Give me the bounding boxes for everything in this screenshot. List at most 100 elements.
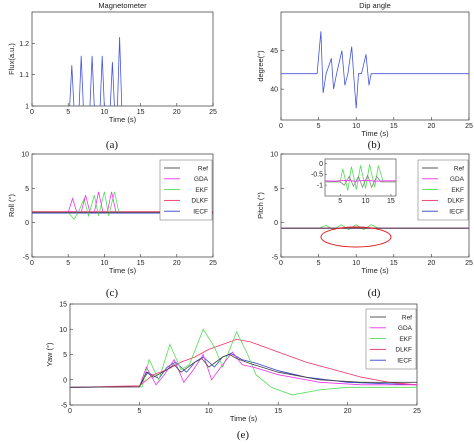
x-tick-label: 0 [279, 260, 283, 267]
x-tick-label: 20 [173, 260, 181, 267]
x-tick-label: 10 [352, 260, 360, 267]
chart-title: Magnetometer [98, 1, 147, 10]
legend-label: Ref [402, 314, 412, 321]
y-tick-label: 15 [59, 302, 67, 309]
chart-b: 0 5 10 15 20 25 40 45 Time (s) degree(°) Dip angle… [256, 1, 473, 151]
plot-area-e [69, 303, 418, 406]
y-tick-label: 5 [274, 186, 278, 193]
y-tick-label: -5 [272, 255, 278, 262]
x-tick-label: 20 [173, 109, 181, 116]
y-tick-label: -5 [23, 255, 29, 262]
x-tick-label: 25 [465, 123, 473, 130]
y-tick-label: 5 [63, 352, 67, 359]
series-line-iecf [70, 353, 417, 388]
y-tick-label: 0 [63, 377, 67, 384]
x-tick-label: 5 [66, 260, 70, 267]
x-tick-label: 5 [317, 260, 321, 267]
series-line-ref [70, 354, 417, 388]
chart-a: 0 5 10 15 20 25 1 1.1 1.2 Time (s) Flux(a.u.) Magne… [7, 1, 217, 151]
series-line-b [281, 31, 469, 109]
x-tick-label: 25 [413, 408, 421, 415]
x-tick-label: 20 [344, 408, 352, 415]
inset-series-line [325, 174, 396, 189]
x-tick-label: 15 [390, 123, 398, 130]
inset-x-tick-label: 15 [387, 198, 395, 205]
y-tick-label: -5 [61, 403, 67, 410]
series-group [281, 31, 469, 109]
series-line-ekf [70, 328, 417, 396]
x-tick-label: 10 [101, 260, 109, 267]
y-axis-label: Roll (°) [7, 193, 16, 217]
plot-area-b [280, 11, 470, 121]
inset-frame [324, 158, 397, 197]
highlight-ellipse [320, 226, 392, 248]
inset-x-tick-label: 5 [338, 198, 342, 205]
y-tick-label: 0 [25, 220, 29, 227]
legend-label: IECF [449, 209, 464, 216]
x-tick-label: 0 [279, 123, 283, 130]
x-tick-label: 15 [390, 260, 398, 267]
inset-y-tick-label: -1 [317, 183, 323, 190]
series-group [69, 37, 123, 106]
subfigure-caption: (c) [106, 287, 119, 299]
series-line-a [69, 37, 123, 106]
x-tick-label: 15 [137, 109, 145, 116]
legend-label: DLKF [395, 347, 412, 354]
subfigure-caption: (d) [368, 287, 381, 299]
y-axis-label: degree(°) [256, 50, 265, 82]
legend-label: DLKF [447, 198, 464, 205]
y-tick-label: 10 [59, 327, 67, 334]
legend-label: DLKF [191, 198, 208, 205]
x-tick-label: 15 [137, 260, 145, 267]
x-tick-label: 10 [101, 109, 109, 116]
x-tick-label: 5 [66, 109, 70, 116]
y-tick-label: 1.1 [19, 72, 29, 79]
legend: Ref GDA EKF DLKF IECF [417, 159, 469, 221]
x-axis-label: Time (s) [361, 129, 389, 138]
series-group [70, 328, 417, 396]
series-line-dlkf [70, 338, 417, 388]
legend-label: Ref [454, 165, 464, 172]
x-tick-label: 5 [317, 123, 321, 130]
x-tick-label: 10 [205, 408, 213, 415]
y-tick-label: 10 [270, 152, 278, 159]
x-axis-label: Time (s) [361, 266, 389, 275]
x-tick-label: 20 [428, 123, 436, 130]
legend-label: IECF [193, 209, 208, 216]
inset-plot: 5 10 15 0 -0.5 -1 [311, 158, 397, 205]
subfigure-caption: (e) [237, 429, 250, 441]
legend: Ref GDA EKF DLKF IECF [159, 159, 213, 221]
subfigure-caption: (a) [106, 139, 119, 151]
y-tick-label: 1.2 [19, 41, 29, 48]
legend-label: Ref [198, 165, 208, 172]
y-tick-label: 45 [270, 48, 278, 55]
x-tick-label: 0 [30, 109, 34, 116]
y-tick-label: 1 [25, 104, 29, 111]
y-tick-label: 5 [25, 186, 29, 193]
inset-x-tick-label: 10 [362, 198, 370, 205]
y-tick-label: 40 [270, 87, 278, 94]
plot-area-d [280, 153, 470, 258]
x-tick-label: 25 [465, 260, 473, 267]
x-tick-label: 5 [137, 408, 141, 415]
x-tick-label: 25 [209, 109, 217, 116]
y-tick-label: 0 [274, 220, 278, 227]
y-tick-label: 10 [21, 152, 29, 159]
x-axis-label: Time (s) [109, 115, 137, 124]
x-axis-label: Time (s) [109, 266, 137, 275]
y-axis-label: Yaw (°) [45, 342, 54, 367]
x-tick-label: 0 [68, 408, 72, 415]
legend-label: EKF [195, 187, 208, 194]
legend-label: IECF [397, 358, 412, 365]
y-axis-label: Flux(a.u.) [7, 43, 16, 75]
x-axis-label: Time (s) [230, 414, 258, 423]
inset-y-tick-label: 0 [319, 161, 323, 168]
x-tick-label: 20 [428, 260, 436, 267]
series-line-ekf [32, 191, 213, 220]
x-tick-label: 15 [274, 408, 282, 415]
legend: Ref GDA EKF DLKF IECF [365, 308, 417, 370]
series-line-ekf [281, 224, 469, 230]
